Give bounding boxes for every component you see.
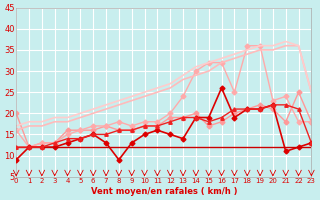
X-axis label: Vent moyen/en rafales ( km/h ): Vent moyen/en rafales ( km/h ) xyxy=(91,187,237,196)
